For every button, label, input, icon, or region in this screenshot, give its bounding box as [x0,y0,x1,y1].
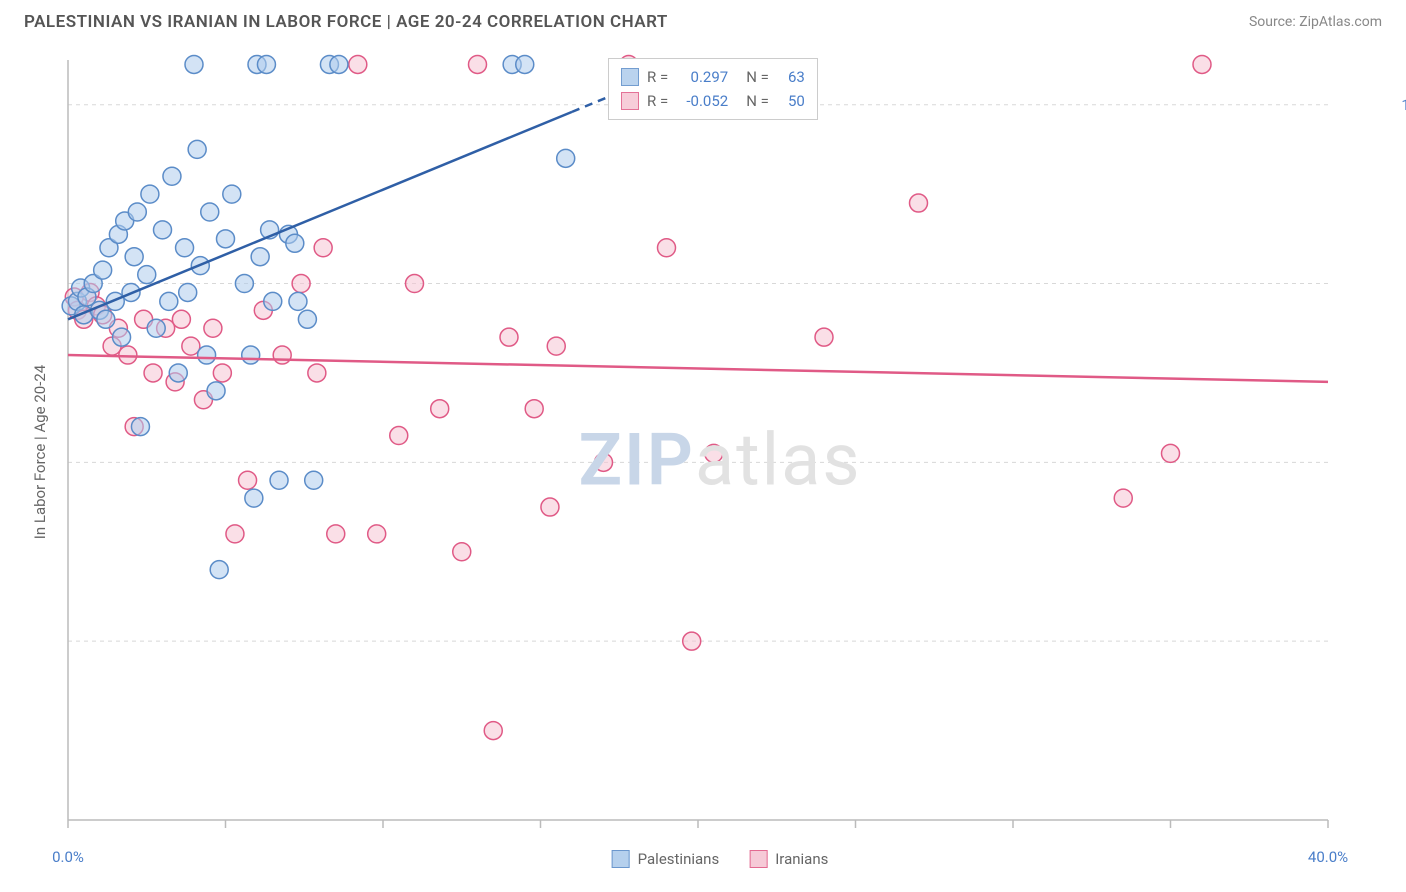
chart-header: PALESTINIAN VS IRANIAN IN LABOR FORCE | … [0,0,1406,40]
stats-row-iranians: R = -0.052 N = 50 [621,89,805,113]
y-tick-label: 100.0% [1401,96,1406,114]
legend-swatch [612,850,630,868]
stats-n-label: N = [746,89,769,113]
x-tick-label: 0.0% [52,848,84,866]
stats-r-label: R = [647,65,668,89]
legend-label: Palestinians [638,850,720,868]
x-tick-label: 40.0% [1308,848,1348,866]
y-axis-label: In Labor Force | Age 20-24 [31,365,49,539]
stats-r-label: R = [647,89,668,113]
stats-r-value: -0.052 [676,89,728,113]
chart-source: Source: ZipAtlas.com [1249,14,1382,30]
legend-label: Iranians [775,850,828,868]
legend-item-palestinians: Palestinians [612,850,720,868]
stats-swatch [621,68,639,86]
stats-n-value: 63 [777,65,805,89]
stats-n-value: 50 [777,89,805,113]
scatter-chart [50,48,1332,832]
stats-swatch [621,92,639,110]
stats-r-value: 0.297 [676,65,728,89]
series-legend: Palestinians Iranians [612,850,829,868]
stats-row-palestinians: R = 0.297 N = 63 [621,65,805,89]
correlation-stats-box: R = 0.297 N = 63 R = -0.052 N = 50 [608,58,818,120]
chart-title: PALESTINIAN VS IRANIAN IN LABOR FORCE | … [24,12,668,32]
chart-container: In Labor Force | Age 20-24 ZIPatlas R =0… [50,48,1390,838]
legend-swatch [749,850,767,868]
stats-n-label: N = [746,65,769,89]
legend-item-iranians: Iranians [749,850,828,868]
